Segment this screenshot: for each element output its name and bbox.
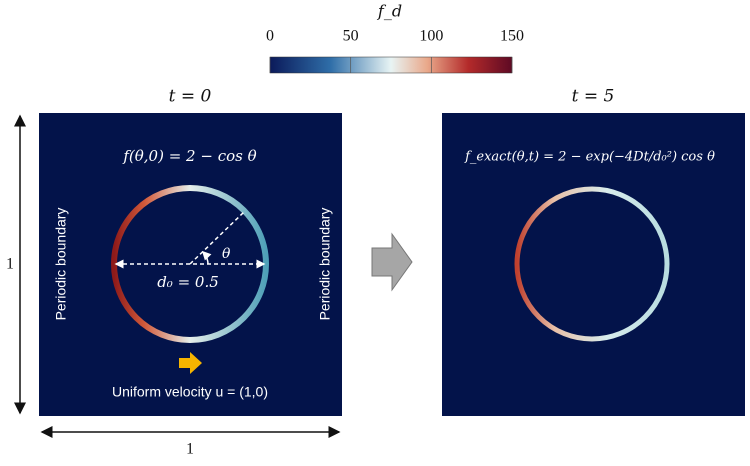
panel-title: t = 5 xyxy=(572,87,615,107)
velocity-arrow xyxy=(179,352,202,374)
angle-label: θ xyxy=(222,246,231,262)
right-panel xyxy=(442,113,745,416)
colorbar-gradient xyxy=(269,56,513,74)
angle-arc xyxy=(201,250,212,265)
diameter-label: d₀ = 0.5 xyxy=(157,273,219,291)
colorbar: f_d 0 50 100 150 xyxy=(266,2,524,74)
boundary-label: Periodic boundary xyxy=(53,208,69,321)
time-arrow xyxy=(371,232,413,292)
ring xyxy=(111,185,269,343)
colorbar-label: f_d xyxy=(377,2,402,21)
formula: f(θ,0) = 2 − cos θ xyxy=(122,147,256,165)
panel-title: t = 0 xyxy=(169,87,212,107)
colorbar-tick-label: 150 xyxy=(500,28,524,45)
height-label: 1 xyxy=(6,256,14,273)
velocity-label: Uniform velocity u = (1,0) xyxy=(112,384,268,400)
boundary-label: Periodic boundary xyxy=(317,208,333,321)
colorbar-tick-label: 100 xyxy=(419,28,443,45)
formula: f_exact(θ,t) = 2 − exp(−4Dt/d₀²) cos θ xyxy=(464,150,715,165)
colorbar-tick-label: 50 xyxy=(343,28,359,45)
width-label: 1 xyxy=(186,441,194,458)
radius-line xyxy=(189,211,245,265)
colorbar-tick-label: 0 xyxy=(266,28,274,45)
ring xyxy=(514,186,670,342)
